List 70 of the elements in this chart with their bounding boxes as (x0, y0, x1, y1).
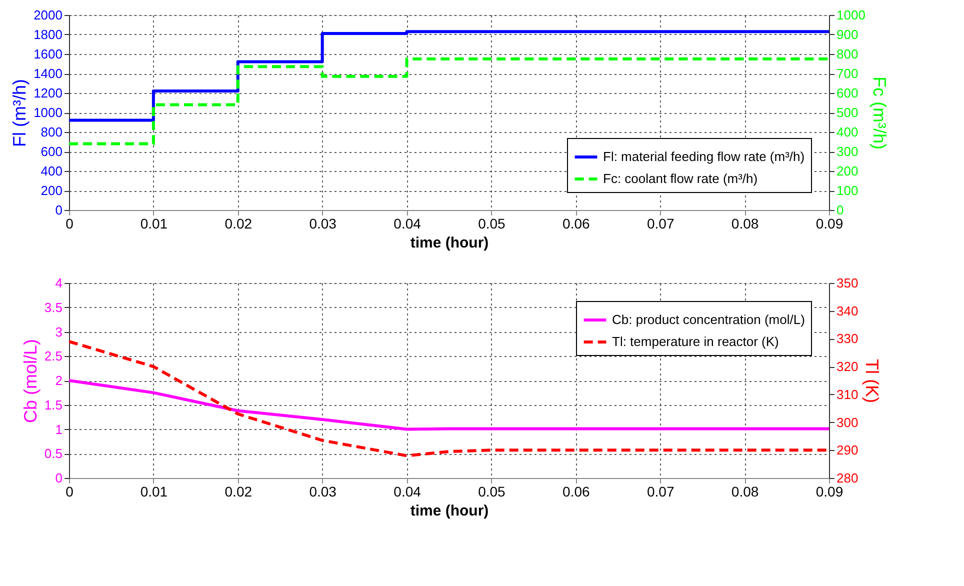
y2-tick-label: 1000 (836, 8, 866, 22)
x-tick-label: 0.04 (394, 484, 422, 500)
legend-label: Fc: coolant flow rate (m³/h) (603, 171, 758, 186)
y2-tick-label: 350 (836, 276, 858, 290)
x-tick-label: 0.06 (562, 484, 590, 500)
y-tick-label: 1800 (34, 27, 62, 42)
y-axis-title: Cb (mol/L) (20, 338, 40, 424)
y-tick-label: 1600 (34, 46, 62, 62)
y-tick-label: 3 (55, 324, 62, 340)
y2-tick-label: 600 (836, 86, 858, 100)
x-tick-label: 0.02 (224, 216, 252, 232)
x-axis-title: time (hour) (410, 502, 489, 520)
y2-tick-label: 310 (836, 386, 858, 402)
y2-tick-label: 330 (836, 331, 858, 346)
y-tick-label: 1400 (34, 66, 62, 81)
legend-label: Cb: product concentration (mol/L) (612, 312, 805, 327)
y-tick-label: 2 (55, 373, 62, 388)
x-tick-label: 0.04 (394, 216, 422, 232)
y2-tick-label: 300 (836, 414, 858, 430)
y-tick-label: 2000 (34, 8, 62, 22)
line-series (69, 379, 829, 431)
x-tick-label: 0.01 (140, 484, 168, 500)
y-tick-label: 1.5 (44, 397, 62, 412)
x-tick-label: 0.05 (478, 484, 506, 500)
x-tick-label: 0.02 (224, 484, 252, 500)
y2-tick-label: 400 (836, 124, 858, 140)
y2-tick-label: 340 (836, 303, 858, 318)
x-tick-label: 0.08 (731, 484, 759, 500)
y2-tick-label: 320 (836, 359, 858, 374)
y-tick-label: 400 (40, 164, 62, 178)
y-tick-label: 0 (55, 202, 62, 218)
x-tick-label: 0.07 (646, 216, 674, 232)
x-tick-label: 0.05 (478, 216, 506, 232)
y2-tick-label: 100 (836, 183, 858, 198)
x-tick-label: 0.09 (816, 484, 844, 500)
y-tick-label: 800 (40, 124, 62, 140)
y2-tick-label: 900 (836, 27, 858, 42)
y2-tick-label: 200 (836, 164, 858, 178)
y2-axis-title: Tl (K) (862, 359, 882, 403)
x-tick-label: 0.08 (731, 216, 759, 232)
x-axis-title: time (hour) (410, 234, 489, 252)
y-tick-label: 1000 (34, 105, 62, 120)
y2-tick-label: 300 (836, 144, 858, 159)
legend-label: Fl: material feeding flow rate (m³/h) (603, 149, 805, 164)
y2-tick-label: 280 (836, 470, 858, 486)
y-tick-label: 2.5 (44, 348, 62, 364)
y-tick-label: 0 (55, 470, 62, 486)
y-tick-label: 1200 (34, 86, 62, 100)
y2-tick-label: 700 (836, 66, 858, 81)
y2-tick-label: 800 (836, 46, 858, 62)
x-tick-label: 0.06 (562, 216, 590, 232)
y-tick-label: 1 (55, 422, 62, 437)
x-tick-label: 0.03 (309, 216, 337, 232)
y2-tick-label: 500 (836, 105, 858, 120)
y-axis-title: Fl (m³/h) (10, 79, 30, 147)
x-tick-label: 0.09 (816, 216, 844, 232)
y-tick-label: 4 (55, 276, 62, 290)
x-tick-label: 0.07 (646, 484, 674, 500)
y-tick-label: 0.5 (44, 446, 62, 462)
y-tick-label: 200 (40, 183, 62, 198)
x-tick-label: 0 (66, 216, 74, 232)
y2-tick-label: 0 (836, 202, 844, 218)
x-tick-label: 0.03 (309, 484, 337, 500)
y2-tick-label: 290 (836, 442, 858, 458)
x-tick-label: 0 (66, 484, 74, 500)
y2-axis-title: Fc (m³/h) (869, 76, 890, 150)
y-tick-label: 600 (40, 144, 62, 159)
y-tick-label: 3.5 (44, 300, 62, 315)
legend-label: Tl: temperature in reactor (K) (612, 334, 779, 349)
x-tick-label: 0.01 (140, 216, 168, 232)
